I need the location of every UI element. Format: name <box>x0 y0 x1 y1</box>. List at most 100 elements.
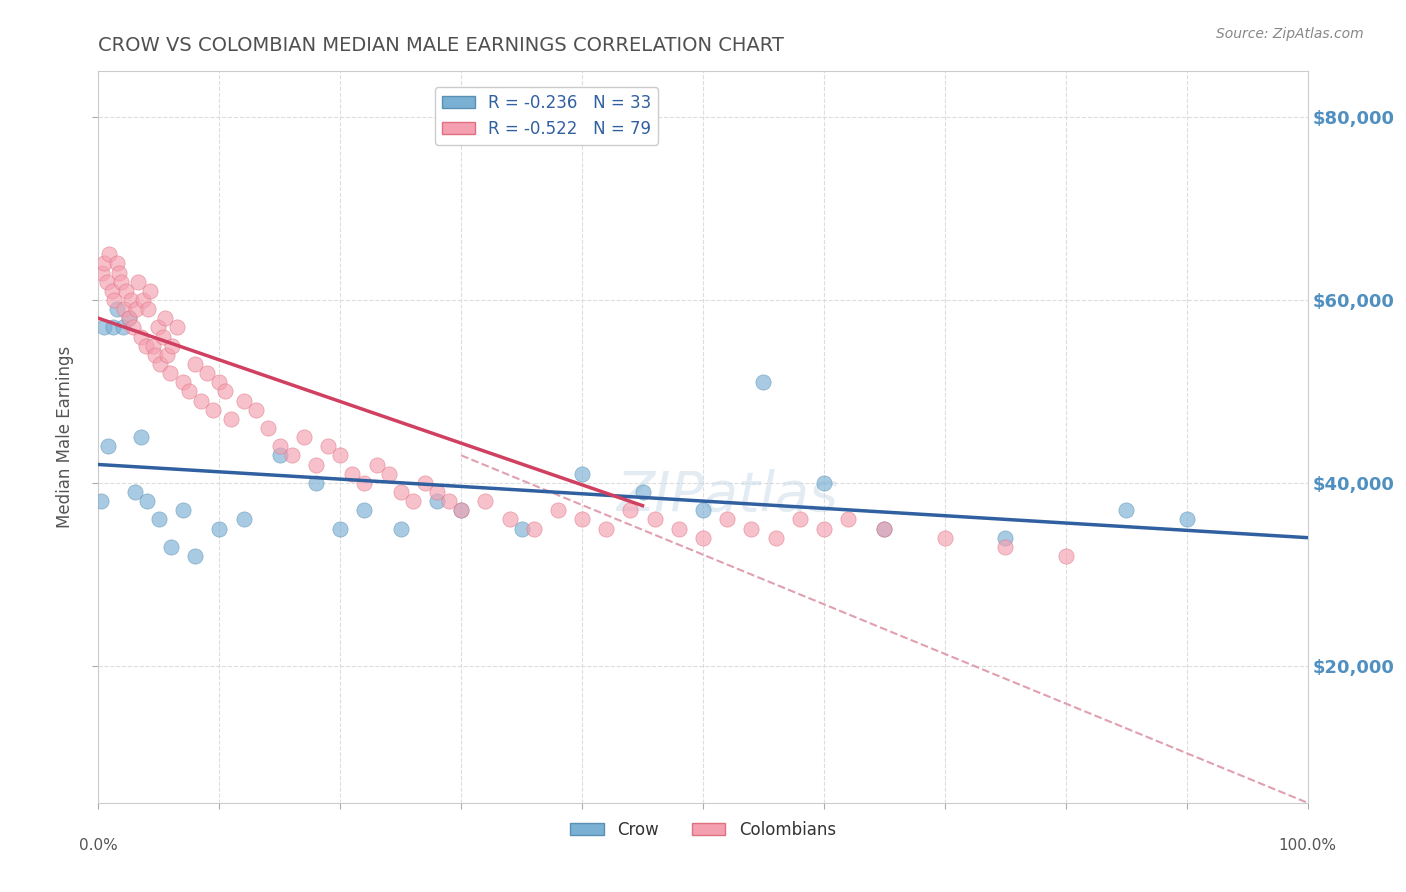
Point <box>118 311 141 326</box>
Point <box>129 430 152 444</box>
Point <box>547 503 569 517</box>
Point <box>631 485 654 500</box>
Point <box>139 284 162 298</box>
Point <box>115 284 138 298</box>
Point <box>97 439 120 453</box>
Point <box>789 512 811 526</box>
Point <box>93 320 115 334</box>
Point <box>132 293 155 307</box>
Point <box>1054 549 1077 563</box>
Point <box>232 393 254 408</box>
Point <box>101 320 124 334</box>
Point <box>152 329 174 343</box>
Point <box>149 357 172 371</box>
Y-axis label: Median Male Earnings: Median Male Earnings <box>56 346 75 528</box>
Point <box>184 357 207 371</box>
Point <box>91 265 114 279</box>
Point <box>96 275 118 289</box>
Point <box>474 494 496 508</box>
Point <box>135 494 157 508</box>
Point <box>112 301 135 316</box>
Point <box>571 512 593 526</box>
Point <box>426 485 449 500</box>
Point <box>195 366 218 380</box>
Point <box>129 329 152 343</box>
Point <box>994 540 1017 554</box>
Point <box>389 521 412 535</box>
Point <box>523 521 546 535</box>
Point <box>595 521 617 535</box>
Point <box>100 284 122 298</box>
Point <box>752 375 775 389</box>
Point <box>873 521 896 535</box>
Point <box>389 485 412 500</box>
Point <box>103 293 125 307</box>
Point <box>329 448 352 462</box>
Point <box>644 512 666 526</box>
Point <box>437 494 460 508</box>
Point <box>692 531 714 545</box>
Point <box>202 402 225 417</box>
Point <box>292 430 315 444</box>
Point <box>305 475 328 490</box>
Point <box>111 320 134 334</box>
Point <box>353 503 375 517</box>
Point <box>122 320 145 334</box>
Point <box>813 521 835 535</box>
Point <box>105 256 128 270</box>
Point <box>136 301 159 316</box>
Point <box>305 458 328 472</box>
Point <box>232 512 254 526</box>
Point <box>118 311 141 326</box>
Point <box>90 494 112 508</box>
Point <box>668 521 690 535</box>
Point <box>184 549 207 563</box>
Point <box>190 393 212 408</box>
Point <box>135 338 157 352</box>
Point <box>413 475 436 490</box>
Point <box>1115 503 1137 517</box>
Point <box>108 265 131 279</box>
Point <box>269 439 291 453</box>
Text: Source: ZipAtlas.com: Source: ZipAtlas.com <box>1216 27 1364 41</box>
Point <box>934 531 956 545</box>
Point <box>166 320 188 334</box>
Point <box>692 503 714 517</box>
Point <box>127 275 149 289</box>
Point <box>1175 512 1198 526</box>
Point <box>716 512 738 526</box>
Point <box>740 521 762 535</box>
Point <box>426 494 449 508</box>
Point <box>316 439 339 453</box>
Point <box>110 275 132 289</box>
Point <box>353 475 375 490</box>
Point <box>619 503 641 517</box>
Point <box>329 521 352 535</box>
Text: 0.0%: 0.0% <box>79 838 118 853</box>
Point <box>498 512 520 526</box>
Text: CROW VS COLOMBIAN MEDIAN MALE EARNINGS CORRELATION CHART: CROW VS COLOMBIAN MEDIAN MALE EARNINGS C… <box>98 36 785 54</box>
Text: ZIPatlas: ZIPatlas <box>616 469 838 522</box>
Point <box>142 338 165 352</box>
Point <box>214 384 236 399</box>
Point <box>172 375 194 389</box>
Point <box>256 421 278 435</box>
Point <box>125 301 148 316</box>
Point <box>813 475 835 490</box>
Point <box>124 485 146 500</box>
Point <box>450 503 472 517</box>
Point <box>120 293 142 307</box>
Point <box>402 494 425 508</box>
Point <box>245 402 267 417</box>
Point <box>873 521 896 535</box>
Point <box>98 247 121 261</box>
Point <box>179 384 201 399</box>
Point <box>366 458 388 472</box>
Point <box>148 512 170 526</box>
Point <box>153 311 176 326</box>
Text: 100.0%: 100.0% <box>1278 838 1337 853</box>
Point <box>143 348 166 362</box>
Point <box>160 540 183 554</box>
Point <box>105 301 128 316</box>
Point <box>156 348 179 362</box>
